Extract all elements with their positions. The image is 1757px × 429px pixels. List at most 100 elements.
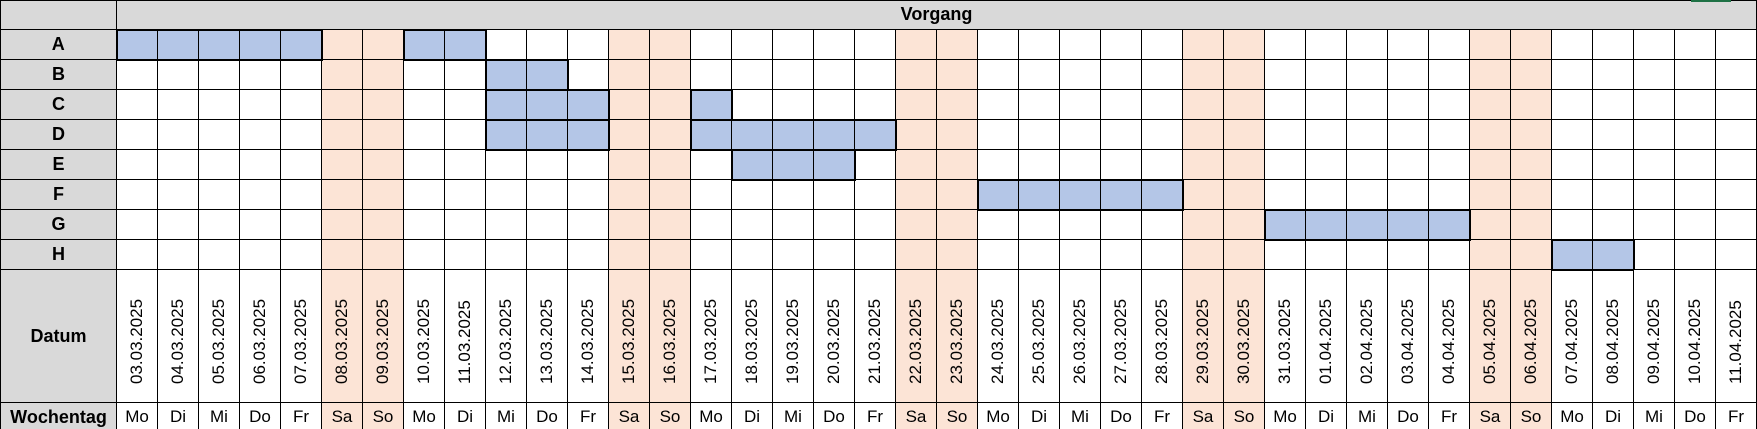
day-cell[interactable] xyxy=(157,59,199,90)
day-cell[interactable] xyxy=(1305,179,1347,210)
day-cell[interactable] xyxy=(485,179,527,210)
day-cell[interactable] xyxy=(1223,119,1265,150)
date-cell[interactable]: 15.03.2025 xyxy=(608,269,650,403)
day-cell[interactable] xyxy=(1469,89,1511,120)
day-cell[interactable] xyxy=(1346,239,1388,270)
day-cell[interactable] xyxy=(772,59,814,90)
day-cell[interactable] xyxy=(1551,149,1593,180)
day-cell[interactable] xyxy=(157,179,199,210)
task-bar-cell[interactable] xyxy=(115,28,158,61)
weekday-cell[interactable]: Fr xyxy=(1715,402,1757,429)
day-cell[interactable] xyxy=(1387,149,1429,180)
day-cell[interactable] xyxy=(1018,29,1060,60)
day-cell[interactable] xyxy=(198,209,240,240)
date-cell[interactable]: 23.03.2025 xyxy=(936,269,978,403)
day-cell[interactable] xyxy=(813,89,855,120)
day-cell[interactable] xyxy=(1305,59,1347,90)
day-cell[interactable] xyxy=(280,209,322,240)
day-cell[interactable] xyxy=(1141,149,1183,180)
weekday-row-label[interactable]: Wochentag xyxy=(0,402,117,429)
day-cell[interactable] xyxy=(1633,89,1675,120)
day-cell[interactable] xyxy=(690,179,732,210)
day-cell[interactable] xyxy=(280,239,322,270)
weekday-cell[interactable]: So xyxy=(362,402,404,429)
day-cell[interactable] xyxy=(1100,29,1142,60)
day-cell[interactable] xyxy=(1100,59,1142,90)
day-cell[interactable] xyxy=(444,119,486,150)
date-cell[interactable]: 17.03.2025 xyxy=(690,269,732,403)
task-bar-cell[interactable] xyxy=(1428,208,1471,241)
day-cell[interactable] xyxy=(608,209,650,240)
date-cell[interactable]: 05.04.2025 xyxy=(1469,269,1511,403)
day-cell[interactable] xyxy=(1059,89,1101,120)
day-cell[interactable] xyxy=(1100,209,1142,240)
day-cell[interactable] xyxy=(1428,119,1470,150)
task-bar-cell[interactable] xyxy=(526,118,568,151)
day-cell[interactable] xyxy=(772,209,814,240)
day-cell[interactable] xyxy=(567,239,609,270)
day-cell[interactable] xyxy=(1551,179,1593,210)
weekday-cell[interactable]: Sa xyxy=(321,402,363,429)
day-cell[interactable] xyxy=(1264,29,1306,60)
day-cell[interactable] xyxy=(1100,239,1142,270)
day-cell[interactable] xyxy=(813,59,855,90)
weekday-cell[interactable]: Mi xyxy=(1059,402,1101,429)
day-cell[interactable] xyxy=(403,209,445,240)
date-row-label[interactable]: Datum xyxy=(0,269,117,403)
date-cell[interactable]: 03.04.2025 xyxy=(1387,269,1429,403)
day-cell[interactable] xyxy=(690,149,732,180)
day-cell[interactable] xyxy=(895,89,937,120)
day-cell[interactable] xyxy=(977,209,1019,240)
date-cell[interactable]: 10.03.2025 xyxy=(403,269,445,403)
date-cell[interactable]: 14.03.2025 xyxy=(567,269,609,403)
day-cell[interactable] xyxy=(1264,89,1306,120)
weekday-cell[interactable]: Di xyxy=(444,402,486,429)
day-cell[interactable] xyxy=(1223,179,1265,210)
day-cell[interactable] xyxy=(649,239,691,270)
date-cell[interactable]: 06.04.2025 xyxy=(1510,269,1552,403)
day-cell[interactable] xyxy=(1305,89,1347,120)
day-cell[interactable] xyxy=(1674,89,1716,120)
weekday-cell[interactable]: Mi xyxy=(772,402,814,429)
day-cell[interactable] xyxy=(485,149,527,180)
date-cell[interactable]: 24.03.2025 xyxy=(977,269,1019,403)
task-bar-cell[interactable] xyxy=(976,178,1019,211)
day-cell[interactable] xyxy=(1551,89,1593,120)
day-cell[interactable] xyxy=(1469,149,1511,180)
day-cell[interactable] xyxy=(1633,149,1675,180)
weekday-cell[interactable]: Di xyxy=(1305,402,1347,429)
day-cell[interactable] xyxy=(1264,179,1306,210)
day-cell[interactable] xyxy=(1141,239,1183,270)
day-cell[interactable] xyxy=(895,29,937,60)
day-cell[interactable] xyxy=(608,179,650,210)
date-cell[interactable]: 21.03.2025 xyxy=(854,269,896,403)
day-cell[interactable] xyxy=(649,119,691,150)
task-label[interactable]: A xyxy=(0,29,117,60)
day-cell[interactable] xyxy=(608,239,650,270)
task-label[interactable]: C xyxy=(0,89,117,120)
day-cell[interactable] xyxy=(198,119,240,150)
day-cell[interactable] xyxy=(1100,149,1142,180)
day-cell[interactable] xyxy=(362,209,404,240)
date-cell[interactable]: 08.03.2025 xyxy=(321,269,363,403)
day-cell[interactable] xyxy=(362,179,404,210)
day-cell[interactable] xyxy=(813,29,855,60)
day-cell[interactable] xyxy=(1592,179,1634,210)
weekday-cell[interactable]: So xyxy=(649,402,691,429)
day-cell[interactable] xyxy=(567,29,609,60)
task-bar-cell[interactable] xyxy=(484,58,527,91)
day-cell[interactable] xyxy=(1510,149,1552,180)
day-cell[interactable] xyxy=(198,239,240,270)
day-cell[interactable] xyxy=(362,119,404,150)
day-cell[interactable] xyxy=(1346,149,1388,180)
day-cell[interactable] xyxy=(977,29,1019,60)
date-cell[interactable]: 18.03.2025 xyxy=(731,269,773,403)
day-cell[interactable] xyxy=(1469,29,1511,60)
day-cell[interactable] xyxy=(403,179,445,210)
day-cell[interactable] xyxy=(1551,59,1593,90)
day-cell[interactable] xyxy=(895,179,937,210)
day-cell[interactable] xyxy=(1592,119,1634,150)
weekday-cell[interactable]: Mo xyxy=(690,402,732,429)
weekday-cell[interactable]: Fr xyxy=(1141,402,1183,429)
day-cell[interactable] xyxy=(1715,149,1757,180)
